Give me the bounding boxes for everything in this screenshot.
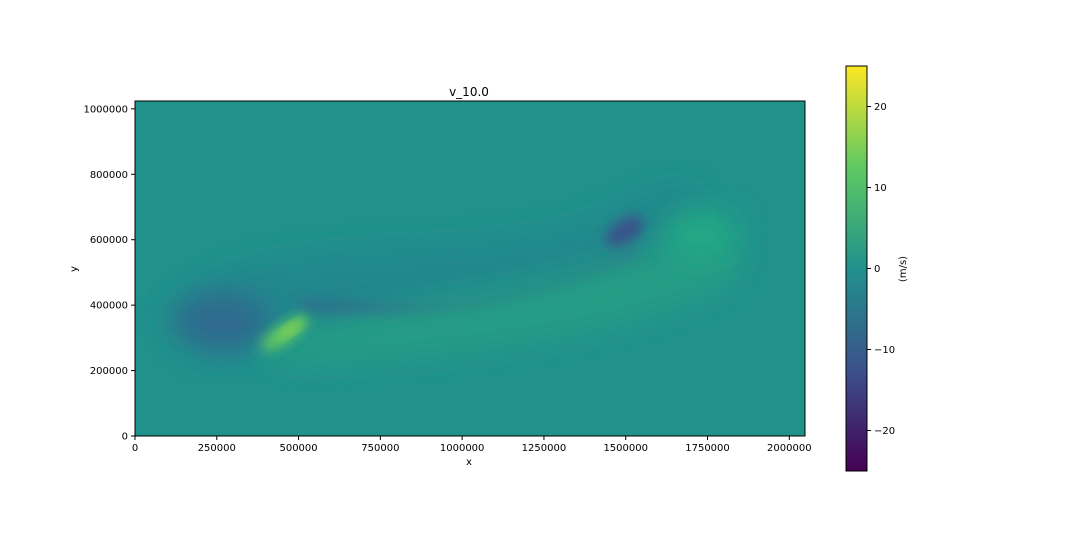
heatmap-plot — [135, 101, 805, 436]
y-axis-label: y — [69, 266, 80, 272]
x-axis-ticks: 0 250000 500000 750000 1000000 1250000 1500000… — [132, 436, 812, 454]
field-high-west-core — [278, 321, 302, 339]
colorbar-tick-label: 20 — [874, 102, 887, 113]
colorbar-tick-label: 10 — [874, 183, 887, 194]
colorbar — [845, 65, 868, 472]
y-tick-label: 0 — [122, 432, 128, 443]
colorbar-tick-label: −10 — [874, 345, 895, 356]
y-tick-label: 200000 — [90, 366, 128, 377]
colorbar-tick-label: 0 — [874, 264, 880, 275]
x-tick-label: 0 — [132, 443, 138, 454]
colorbar-ticks: −20 −10 0 10 20 — [867, 102, 895, 437]
y-tick-label: 1000000 — [83, 104, 128, 115]
y-tick-label: 400000 — [90, 301, 128, 312]
x-tick-label: 750000 — [361, 443, 399, 454]
x-tick-label: 250000 — [198, 443, 236, 454]
x-tick-label: 1000000 — [440, 443, 485, 454]
x-tick-label: 500000 — [279, 443, 317, 454]
field-negative-region-upper — [160, 187, 700, 350]
y-tick-label: 800000 — [90, 170, 128, 181]
field-positive-band — [260, 230, 742, 364]
field-low-west — [174, 292, 270, 352]
field-high-east — [662, 209, 738, 261]
x-tick-label: 2000000 — [767, 443, 812, 454]
x-tick-label: 1250000 — [522, 443, 567, 454]
x-axis-label: x — [466, 457, 472, 468]
y-tick-label: 600000 — [90, 235, 128, 246]
plot-frame — [134, 100, 806, 437]
field-low-east — [605, 216, 645, 248]
chart-title: v_10.0 — [449, 85, 489, 99]
y-axis-ticks: 0 200000 400000 600000 800000 1000000 — [83, 104, 135, 443]
colorbar-tick-label: −20 — [874, 426, 895, 437]
x-tick-label: 1750000 — [685, 443, 730, 454]
x-tick-label: 1500000 — [603, 443, 648, 454]
colorbar-label: (m/s) — [898, 256, 909, 282]
